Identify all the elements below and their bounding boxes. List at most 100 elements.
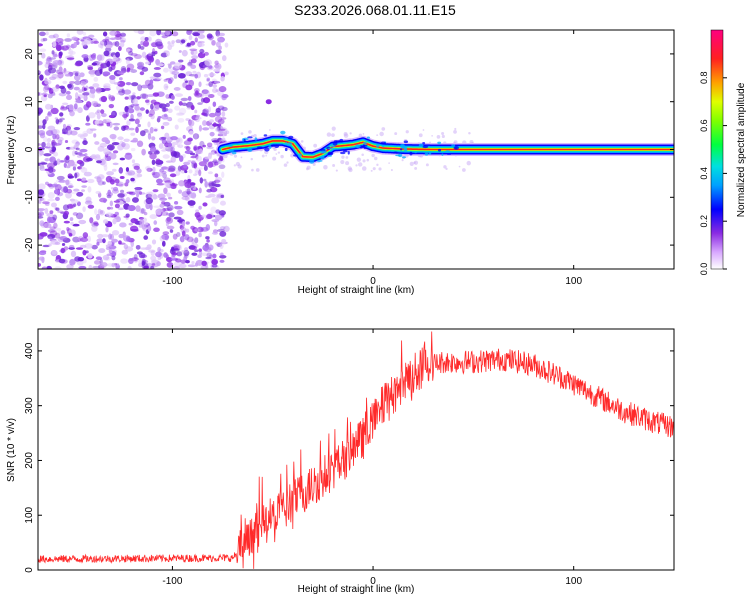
noise-point [349, 132, 352, 135]
noise-point [355, 164, 358, 167]
noise-point [148, 56, 154, 62]
noise-point [201, 89, 209, 95]
noise-point [190, 105, 195, 111]
noise-point [197, 42, 205, 47]
noise-point [251, 168, 254, 172]
noise-point [85, 157, 93, 162]
noise-point [146, 167, 153, 172]
noise-point [73, 188, 80, 192]
noise-point [149, 79, 154, 85]
noise-point [46, 265, 52, 269]
noise-point [66, 33, 71, 38]
noise-point [40, 162, 48, 165]
colorbar-tick-label: 0.2 [699, 215, 709, 228]
noise-point [219, 255, 227, 259]
noise-point [44, 168, 51, 172]
noise-point [130, 228, 139, 232]
noise-point [52, 133, 57, 140]
noise-point [74, 99, 83, 104]
noise-point [127, 108, 135, 114]
noise-point [208, 244, 214, 251]
noise-point [151, 159, 156, 166]
noise-point [55, 44, 62, 52]
noise-point [137, 44, 141, 50]
noise-point [85, 101, 92, 108]
noise-point [99, 158, 106, 166]
noise-point [56, 158, 61, 165]
noise-point [47, 67, 57, 74]
ridge-speck [293, 154, 298, 157]
noise-point [158, 103, 167, 109]
ridge-speck [437, 141, 442, 145]
noise-point [214, 173, 219, 178]
noise-point [60, 186, 68, 193]
noise-point [119, 176, 125, 179]
noise-point [103, 164, 108, 171]
noise-point [98, 248, 106, 254]
noise-point [208, 65, 213, 69]
ridge-speck [270, 144, 275, 147]
noise-point [60, 87, 67, 94]
noise-point [52, 214, 58, 221]
noise-point [168, 100, 174, 104]
noise-point [66, 188, 73, 194]
noise-point [45, 31, 49, 36]
ridge-speck [263, 134, 268, 137]
noise-point [63, 210, 70, 216]
noise-point [181, 230, 186, 237]
noise-point [138, 258, 143, 266]
noise-point [161, 201, 166, 205]
noise-point [113, 82, 121, 85]
noise-point [151, 136, 156, 141]
noise-point [128, 50, 134, 56]
noise-point [65, 155, 70, 161]
noise-point [218, 86, 227, 93]
noise-point [162, 146, 169, 150]
noise-point [39, 220, 45, 227]
noise-point [119, 222, 127, 228]
noise-point [200, 97, 205, 103]
noise-point [218, 164, 226, 170]
noise-point [175, 39, 181, 44]
noise-point [100, 262, 108, 268]
noise-point [394, 132, 398, 136]
noise-point [46, 142, 51, 147]
noise-point [174, 105, 181, 111]
noise-point [47, 111, 52, 116]
noise-point [156, 178, 163, 184]
noise-point [206, 33, 213, 39]
noise-point [219, 259, 225, 263]
noise-point [38, 189, 45, 196]
noise-point [198, 167, 203, 170]
noise-point [215, 107, 221, 113]
noise-point [170, 136, 178, 141]
noise-point [61, 45, 70, 51]
noise-point [454, 127, 457, 131]
noise-point [170, 95, 175, 100]
ridge-speck [444, 150, 451, 153]
noise-point [64, 156, 70, 164]
noise-point [133, 172, 140, 179]
noise-point [187, 264, 196, 268]
noise-point [87, 204, 95, 209]
noise-point [132, 98, 138, 105]
noise-point [43, 94, 47, 98]
noise-point [57, 210, 64, 213]
noise-point [53, 222, 58, 229]
top-x-ticks: -100 0 100 [162, 30, 582, 287]
noise-point [159, 235, 166, 242]
noise-point [191, 238, 195, 245]
noise-point [184, 170, 188, 174]
noise-point [165, 221, 169, 227]
noise-point [51, 73, 58, 79]
noise-point [160, 125, 165, 130]
noise-point [42, 85, 49, 93]
noise-point [139, 45, 145, 50]
noise-point [170, 179, 175, 183]
noise-point [88, 264, 93, 269]
noise-point [89, 128, 97, 131]
noise-point [217, 118, 225, 125]
noise-point [255, 168, 260, 172]
noise-point [54, 117, 58, 120]
ridge-speck [400, 143, 405, 147]
